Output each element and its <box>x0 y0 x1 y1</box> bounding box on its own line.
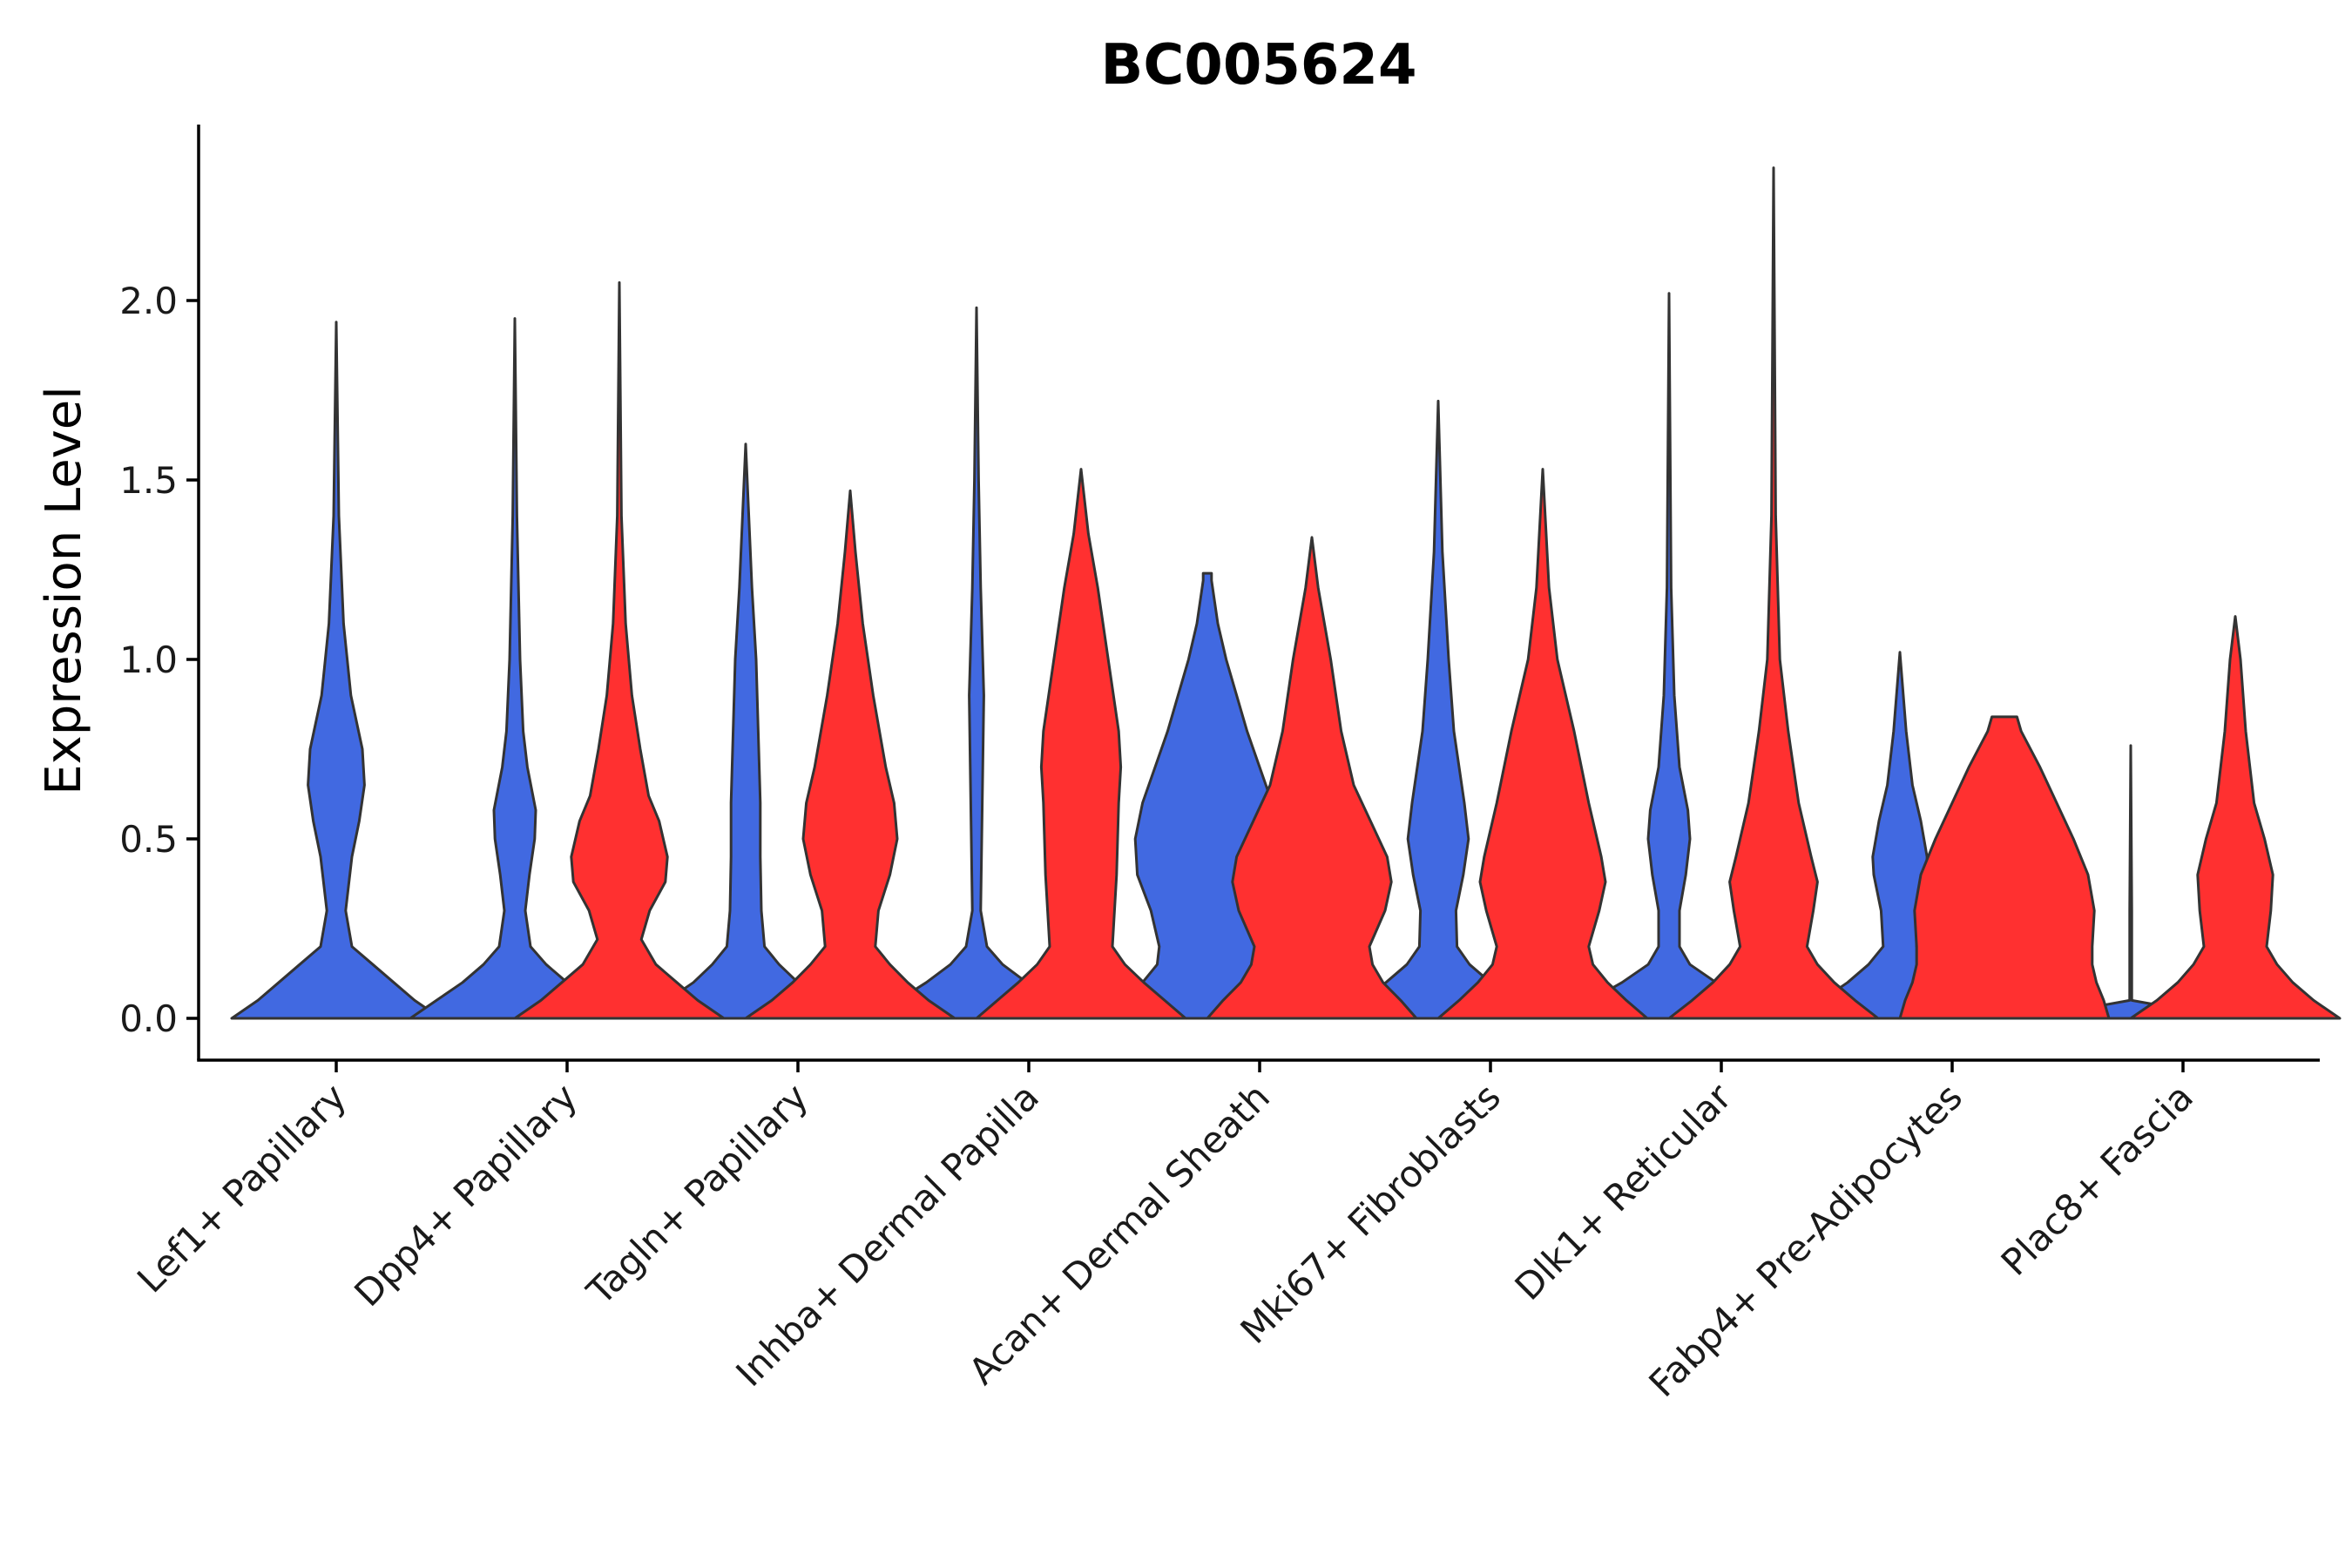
violin-2-4 <box>975 468 1187 1020</box>
x-tick-label: Dlk1+ Reticular <box>1507 1075 1740 1308</box>
chart-title: BC005624 <box>1101 33 1417 98</box>
violin-1-4 <box>870 306 1083 1020</box>
violin-layer <box>230 166 2342 1020</box>
violin-2-7 <box>1667 166 1880 1020</box>
violin-1-1 <box>230 321 443 1020</box>
violin-2-8 <box>1898 715 2111 1020</box>
y-tick-label: 1.0 <box>119 639 178 681</box>
x-tick-label: Mki67+ Fibroblasts <box>1233 1075 1509 1351</box>
y-axis-title: Expression Level <box>36 386 92 795</box>
x-tick-label: Dpp4+ Papillary <box>346 1075 585 1315</box>
violin-2-3 <box>744 489 956 1020</box>
violin-1-7 <box>1563 292 1775 1020</box>
y-tick-label: 1.5 <box>119 459 178 502</box>
violin-2-2 <box>513 280 726 1020</box>
y-tick-label: 2.0 <box>119 280 178 322</box>
violin-2-5 <box>1206 536 1418 1020</box>
x-tick-label: Lef1+ Papillary <box>129 1075 355 1301</box>
violin-2-9 <box>2129 615 2342 1020</box>
violin-1-6 <box>1332 399 1544 1020</box>
violin-2-6 <box>1436 468 1649 1020</box>
y-tick-label: 0.5 <box>119 818 178 861</box>
violin-1-3 <box>639 443 852 1020</box>
x-tick-label: Tagln+ Papillary <box>578 1075 816 1313</box>
y-tick-label: 0.0 <box>119 997 178 1040</box>
y-axis-ticks: 0.0 0.5 1.0 1.5 2.0 <box>119 280 199 1040</box>
x-tick-label: Plac8+ Fascia <box>1993 1075 2201 1283</box>
violin-1-2 <box>409 317 621 1020</box>
